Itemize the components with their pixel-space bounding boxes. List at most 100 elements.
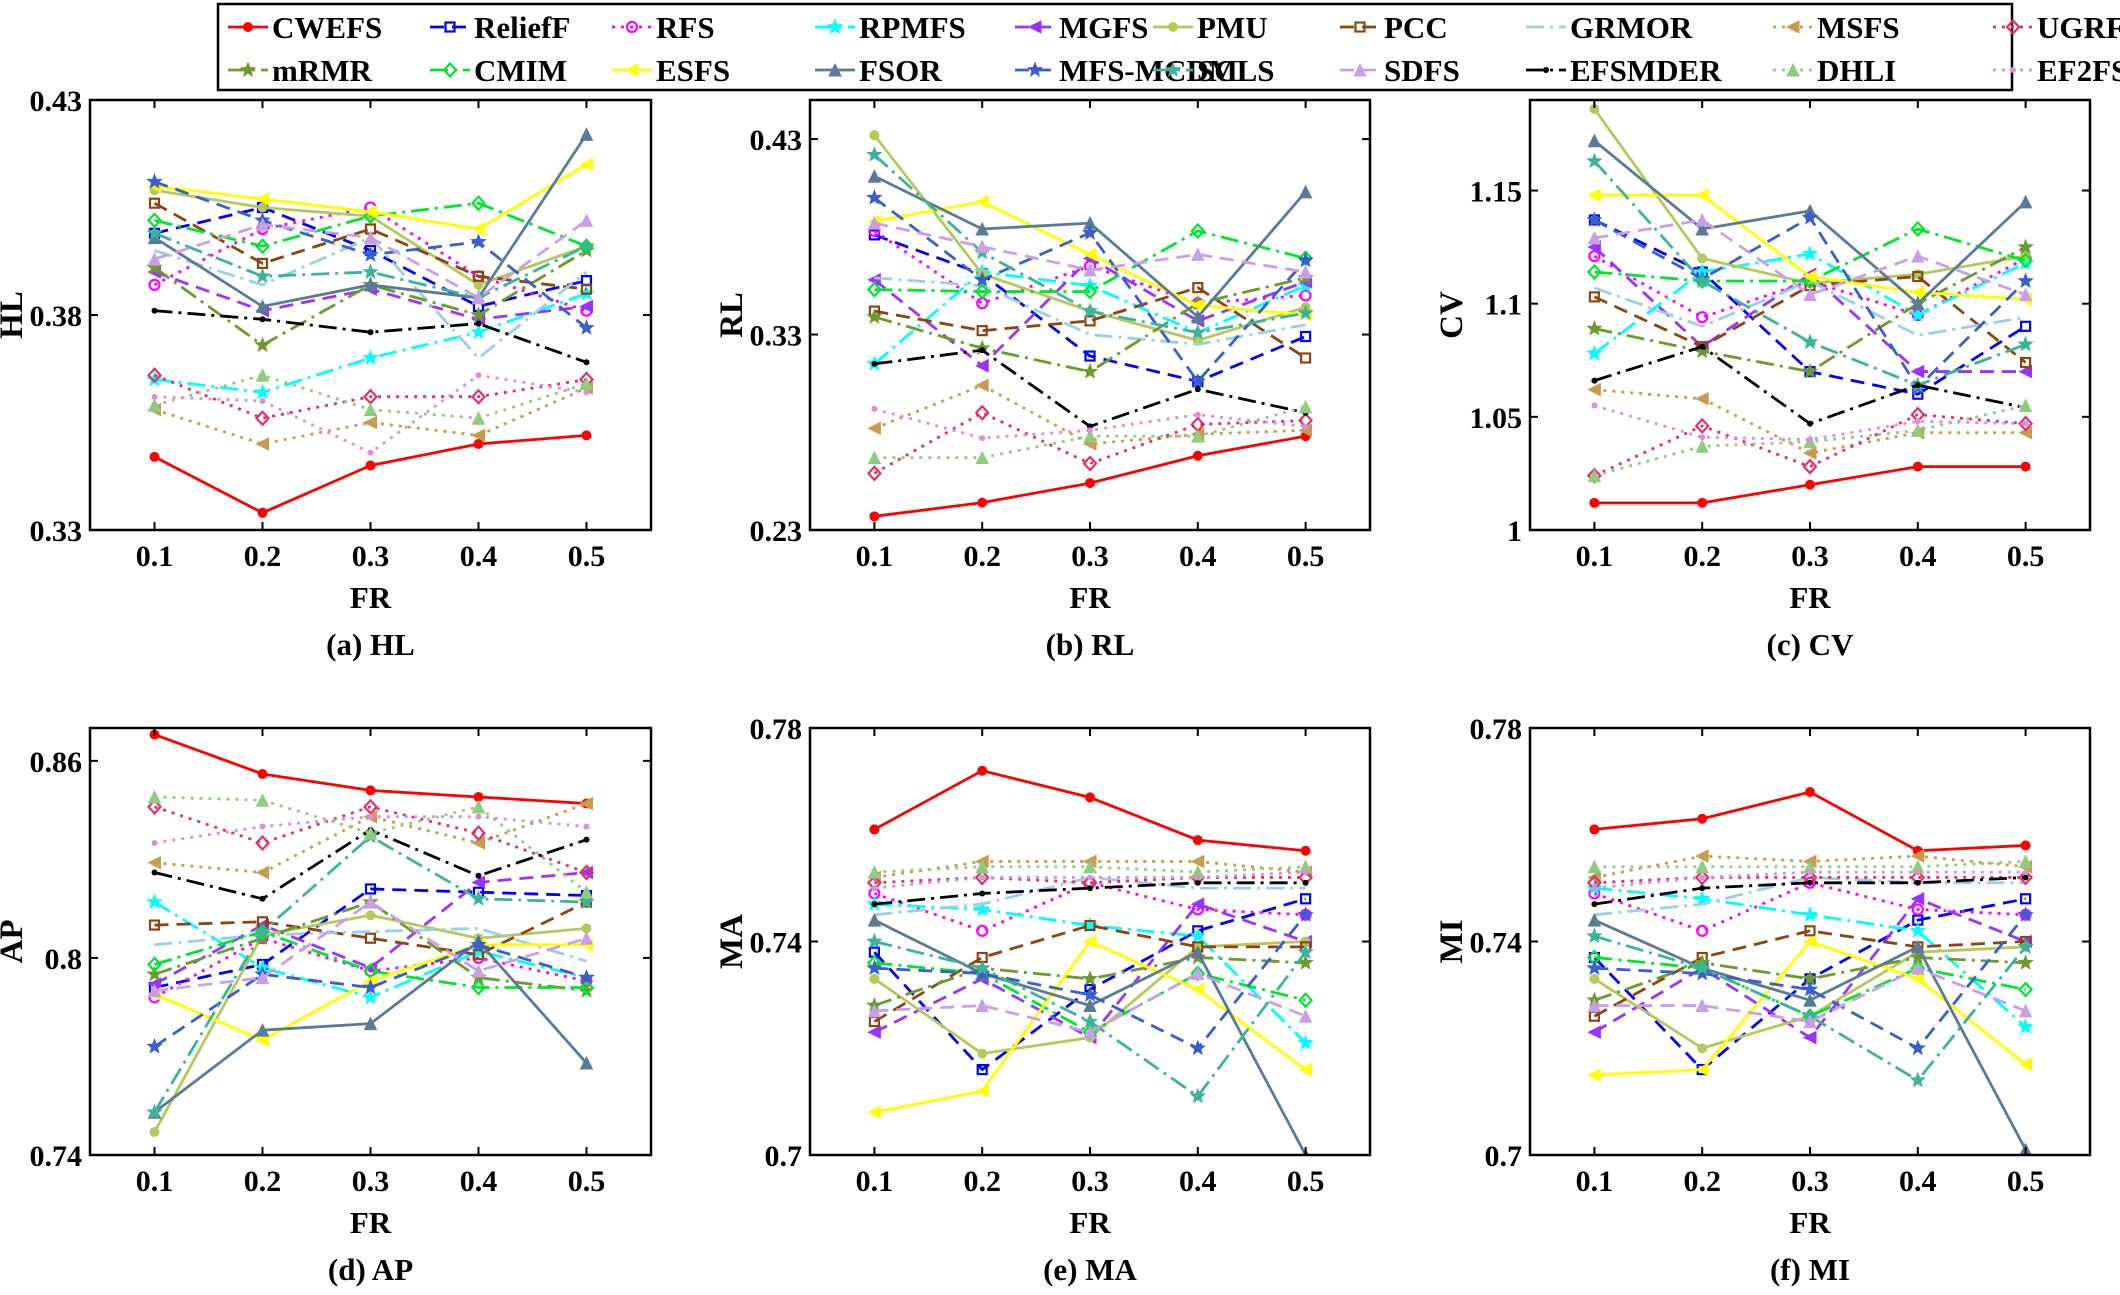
panel-hl-point-sdfs-4 — [579, 213, 594, 227]
panel-ap-line-relieff — [154, 887, 587, 989]
panel-mi-point-esfs-4 — [2018, 1057, 2033, 1072]
panel-ap-point-sdfs-4 — [579, 931, 594, 945]
panel-ap-point-efsmder-1 — [259, 895, 266, 902]
panel-ma-ytick-label-1: 0.74 — [750, 927, 803, 960]
panel-rl-series-sdfs — [867, 216, 1313, 279]
panel-cv-line-ef2fs — [1594, 404, 2026, 441]
panel-hl-line-cwefs — [153, 434, 587, 515]
panel-ap-point-cmim-3 — [470, 979, 486, 996]
panel-ma-point-ef2fs-2 — [1087, 874, 1093, 881]
panel-rl-series-cmim — [866, 222, 1314, 300]
panel-rl-point-pcc-1 — [976, 325, 988, 337]
legend-marker-mgfs — [1027, 20, 1042, 34]
panel-mi-series-efsmder — [1591, 874, 2029, 908]
panel-ma-series-mfs-mcdm — [866, 906, 1314, 1056]
panel-ma-line-rfs — [873, 881, 1306, 933]
panel-ap-point-scls-0 — [146, 1103, 163, 1120]
panel-cv-xlabel: FR — [1789, 580, 1831, 615]
panel-ma-point-mgfs-0 — [867, 1025, 881, 1040]
panel-mi-point-esfs-0 — [1587, 1068, 1601, 1082]
panel-cv-point-msfs-0 — [1587, 382, 1601, 397]
panel-rl-point-ef2fs-4 — [1302, 423, 1309, 430]
panel-rl-xtick-label-0: 0.1 — [856, 540, 894, 573]
panel-ma-point-cwefs-4 — [1300, 845, 1311, 856]
panel-rl-point-cwefs-3 — [1192, 450, 1203, 461]
panel-cv-point-dhli-3 — [1910, 423, 1925, 437]
panel-hl-series — [146, 127, 595, 518]
panel-mi-point-rfs-1 — [1696, 924, 1709, 937]
panel-hl-point-ef2fs-2 — [367, 449, 374, 456]
panel-ma-point-scls-4 — [1297, 943, 1314, 960]
panel-ma-point-mrmr-2 — [1081, 970, 1099, 986]
panel-ma-point-sdfs-2 — [1083, 1025, 1097, 1039]
panel-ma-point-dhli-2 — [1083, 859, 1097, 874]
panel-hl-point-dhli-0 — [147, 398, 162, 412]
panel-ma-series-ef2fs — [871, 869, 1309, 892]
panel-rl-xtick-label-3: 0.4 — [1179, 540, 1217, 573]
panel-rl-xtick-label-1: 0.2 — [963, 540, 1001, 573]
panel-mi-xlabel: FR — [1789, 1205, 1831, 1240]
panel-ma-line-grmor — [874, 876, 1306, 917]
panel-mi-point-mfs-mcdm-1 — [1694, 964, 1711, 981]
legend-item-pcc: PCC — [1340, 10, 1448, 45]
panel-cv-point-efsmder-3 — [1914, 382, 1921, 389]
panel-mi-point-dhli-1 — [1695, 859, 1710, 874]
panel-mi-point-fsor-0 — [1587, 913, 1602, 927]
legend-label-msfs: MSFS — [1817, 10, 1900, 45]
panel-rl-line-ef2fs — [874, 407, 1306, 440]
panel-hl-point-sdfs-0 — [147, 251, 162, 266]
panel-cv-point-cwefs-0 — [1589, 497, 1600, 508]
panel-ap-title: (d) AP — [328, 1252, 413, 1287]
panel-ap-point-efsmder-0 — [151, 869, 158, 876]
panel-ma-point-ef2fs-4 — [1302, 869, 1309, 876]
panel-rl-point-sdfs-2 — [1083, 262, 1097, 277]
panel-ap-point-mrmr-0 — [146, 965, 163, 982]
panel-cv-series-cwefs — [1589, 461, 2031, 508]
panel-cv-point-fsor-1 — [1695, 221, 1710, 236]
panel-hl-title: (a) HL — [326, 627, 415, 662]
panel-cv-line-scls — [1593, 160, 2027, 387]
legend-item-mgfs: MGFS — [1015, 10, 1149, 45]
panel-mi-line-mfs-mcdm — [1594, 913, 2027, 1050]
panel-ap-point-sdfs-3 — [471, 963, 486, 978]
panel-ma-point-dhli-0 — [867, 864, 882, 879]
panel-ma-point-efsmder-3 — [1194, 879, 1201, 886]
panel-cv-point-scls-4 — [2017, 335, 2034, 352]
panel-ma-xtick-label-4: 0.5 — [1287, 1165, 1325, 1198]
panel-ap-point-msfs-0 — [147, 855, 162, 870]
legend-item-ef2fs: EF2FS — [1993, 53, 2120, 88]
panel-rl-point-cmim-4 — [1298, 250, 1314, 267]
panel-hl-point-pcc-0 — [148, 197, 161, 209]
panel-ap-point-ugrfs-4 — [578, 864, 594, 881]
legend-marker-ugrfs — [2005, 18, 2021, 36]
panel-rl-series-cwefs — [869, 431, 1311, 522]
panel-ap-xtick-label-2: 0.3 — [352, 1165, 390, 1198]
panel-ma-point-esfs-2 — [1082, 934, 1097, 949]
panel-ma-point-mfs-mcdm-3 — [1189, 1039, 1206, 1056]
panel-ap-point-mfs-mcdm-2 — [362, 978, 379, 995]
panel-ap-series-ugrfs — [147, 798, 594, 881]
panel-cv-point-esfs-2 — [1802, 269, 1817, 284]
panel-ap-series-cwefs — [149, 729, 592, 809]
panel-rl-point-efsmder-1 — [979, 347, 986, 354]
panel-hl-line-efsmder — [154, 309, 587, 364]
panel-cv-point-rfs-1 — [1696, 311, 1709, 324]
panel-hl-line-ugrfs — [153, 373, 587, 420]
panel-rl-point-scls-2 — [1081, 302, 1099, 319]
legend-marker-dhli — [1786, 62, 1800, 77]
panel-rl-point-scls-0 — [866, 146, 883, 162]
panel-rl-line-cmim — [874, 229, 1306, 293]
panel-mi-point-mgfs-3 — [1910, 891, 1925, 906]
panel-ap-point-cmim-0 — [147, 956, 163, 973]
panel-mi-xtick-label-3: 0.4 — [1899, 1165, 1937, 1198]
legend-marker-rfs — [625, 20, 639, 34]
panel-mi-point-sdfs-2 — [1803, 1014, 1817, 1029]
panel-ma-point-dhli-1 — [975, 859, 990, 874]
panel-mi-series — [1586, 787, 2034, 1155]
panel-cv-point-sdfs-1 — [1695, 212, 1710, 227]
panel-ap-point-dhli-2 — [363, 825, 378, 840]
panel-ma: 0.1 0.2 0.3 0.4 0.5 0.7 0.74 0.78 FR MA (e) MA — [714, 713, 1372, 1287]
panel-cv-point-rfs-0 — [1588, 250, 1601, 263]
panel-ma-point-scls-0 — [866, 932, 883, 949]
